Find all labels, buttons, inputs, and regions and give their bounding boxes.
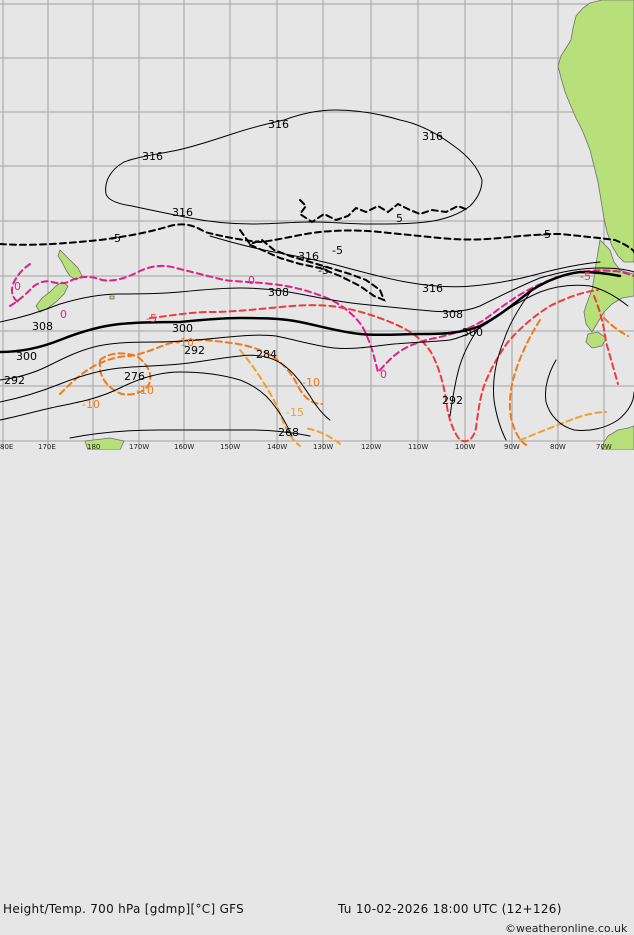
height-label: 316 bbox=[422, 282, 443, 295]
height-label: 284 bbox=[256, 348, 277, 361]
lon-tick: 110W bbox=[408, 443, 428, 451]
lon-tick: 70W bbox=[596, 443, 612, 451]
height-contour-308 bbox=[0, 267, 634, 323]
height-label: 292 bbox=[4, 374, 25, 387]
nz-south-island bbox=[35, 281, 69, 313]
temp-contour-minus5-red-2 bbox=[593, 295, 619, 385]
height-contour-292-loop bbox=[545, 359, 634, 431]
temp-labels: -5 -5 -5 -5 5 0 0 0 0 -5 -5 -10 -10 -10 … bbox=[14, 212, 591, 419]
height-label: 300 bbox=[462, 326, 483, 339]
map-background bbox=[0, 0, 634, 450]
temp-contour-minus5-wiggle bbox=[298, 199, 469, 224]
height-label: 316 bbox=[298, 250, 319, 263]
temp-contour-minus5-loop bbox=[239, 229, 386, 302]
temp-contour-minus10-right bbox=[508, 319, 541, 447]
height-label: 308 bbox=[442, 308, 463, 321]
temp-label: -5 bbox=[580, 270, 591, 283]
temperature-contours bbox=[0, 199, 634, 447]
weather-map: 316 316 316 316 316 316 308 308 308 300 … bbox=[0, 0, 634, 490]
height-label: 316 bbox=[142, 150, 163, 163]
temp-label: -10 bbox=[82, 398, 100, 411]
temp-contour-minus15-c bbox=[519, 411, 607, 441]
temp-label: 0 bbox=[60, 308, 67, 321]
height-label: 316 bbox=[422, 130, 443, 143]
height-contour-276 bbox=[0, 371, 293, 437]
temp-label: -5 bbox=[146, 312, 157, 325]
map-footer: Height/Temp. 700 hPa [gdmp][°C] GFS Tu 1… bbox=[0, 450, 634, 935]
height-contour-292 bbox=[0, 284, 629, 381]
height-contour-284 bbox=[0, 354, 331, 421]
temp-label: 5 bbox=[396, 212, 403, 225]
lon-tick: 180 bbox=[87, 443, 100, 451]
height-contour-316b bbox=[209, 235, 601, 288]
lon-tick: 80E bbox=[0, 443, 13, 451]
land-masses bbox=[35, 0, 634, 451]
south-america bbox=[557, 0, 634, 263]
temp-label: -5 bbox=[540, 228, 551, 241]
temp-label: -5 bbox=[332, 244, 343, 257]
temp-label: 0 bbox=[380, 368, 387, 381]
height-label: 276 bbox=[124, 370, 145, 383]
temp-contour-minus5-red bbox=[149, 289, 599, 443]
height-labels: 316 316 316 316 316 316 308 308 308 300 … bbox=[4, 118, 483, 439]
height-label: 292 bbox=[442, 394, 463, 407]
temp-contour-minus5 bbox=[0, 223, 634, 253]
temp-label: 0 bbox=[14, 280, 21, 293]
temp-label: -15 bbox=[286, 406, 304, 419]
temp-contour-minus10-loop bbox=[99, 352, 152, 396]
lon-tick: 90W bbox=[504, 443, 520, 451]
temp-contour-0 bbox=[9, 264, 634, 374]
lon-tick: 170W bbox=[129, 443, 149, 451]
height-contour-316 bbox=[105, 109, 483, 225]
lon-tick: 140W bbox=[267, 443, 287, 451]
tierra-del-fuego bbox=[585, 331, 607, 349]
temp-contour-minus10-right2 bbox=[603, 317, 629, 337]
lon-tick: 170E bbox=[38, 443, 56, 451]
height-contour-300 bbox=[0, 270, 622, 354]
temp-label: -10 bbox=[136, 384, 154, 397]
map-datetime: Tu 10-02-2026 18:00 UTC (12+126) bbox=[338, 902, 562, 916]
height-contour-284-right bbox=[493, 289, 533, 441]
height-label: 292 bbox=[184, 344, 205, 357]
height-contour-268 bbox=[69, 429, 311, 439]
lon-tick: 100W bbox=[455, 443, 475, 451]
height-label: 268 bbox=[278, 426, 299, 439]
antarctic-peninsula bbox=[601, 425, 634, 451]
credit-text: ©weatheronline.co.uk bbox=[505, 922, 628, 935]
longitude-ticks: 80E 170E 180 170W 160W 150W 140W 130W 12… bbox=[0, 443, 612, 451]
footer-background bbox=[0, 450, 634, 490]
height-label: 308 bbox=[268, 286, 289, 299]
chatham-islands bbox=[109, 295, 115, 300]
height-label: 300 bbox=[172, 322, 193, 335]
temp-contour-0-left bbox=[10, 263, 31, 303]
temp-label: -10 bbox=[176, 336, 194, 349]
lon-tick: 80W bbox=[550, 443, 566, 451]
map-title: Height/Temp. 700 hPa [gdmp][°C] GFS bbox=[3, 902, 245, 916]
height-contours bbox=[0, 109, 634, 441]
temp-label: -10 bbox=[302, 376, 320, 389]
antarctica-edge bbox=[84, 437, 125, 451]
height-label: 316 bbox=[268, 118, 289, 131]
lon-tick: 130W bbox=[313, 443, 333, 451]
height-contour-292-right bbox=[449, 325, 481, 417]
nz-north-island bbox=[57, 249, 83, 281]
lon-tick: 160W bbox=[174, 443, 194, 451]
lon-tick: 120W bbox=[361, 443, 381, 451]
temp-contour-minus15 bbox=[239, 349, 301, 447]
height-label: 316 bbox=[172, 206, 193, 219]
height-label: 300 bbox=[16, 350, 37, 363]
temp-label: -5 bbox=[110, 232, 121, 245]
temp-contour-minus15-b bbox=[303, 427, 341, 445]
temp-label: 0 bbox=[248, 274, 255, 287]
lon-tick: 150W bbox=[220, 443, 240, 451]
height-label: 308 bbox=[32, 320, 53, 333]
temp-label: -5 bbox=[318, 264, 329, 277]
